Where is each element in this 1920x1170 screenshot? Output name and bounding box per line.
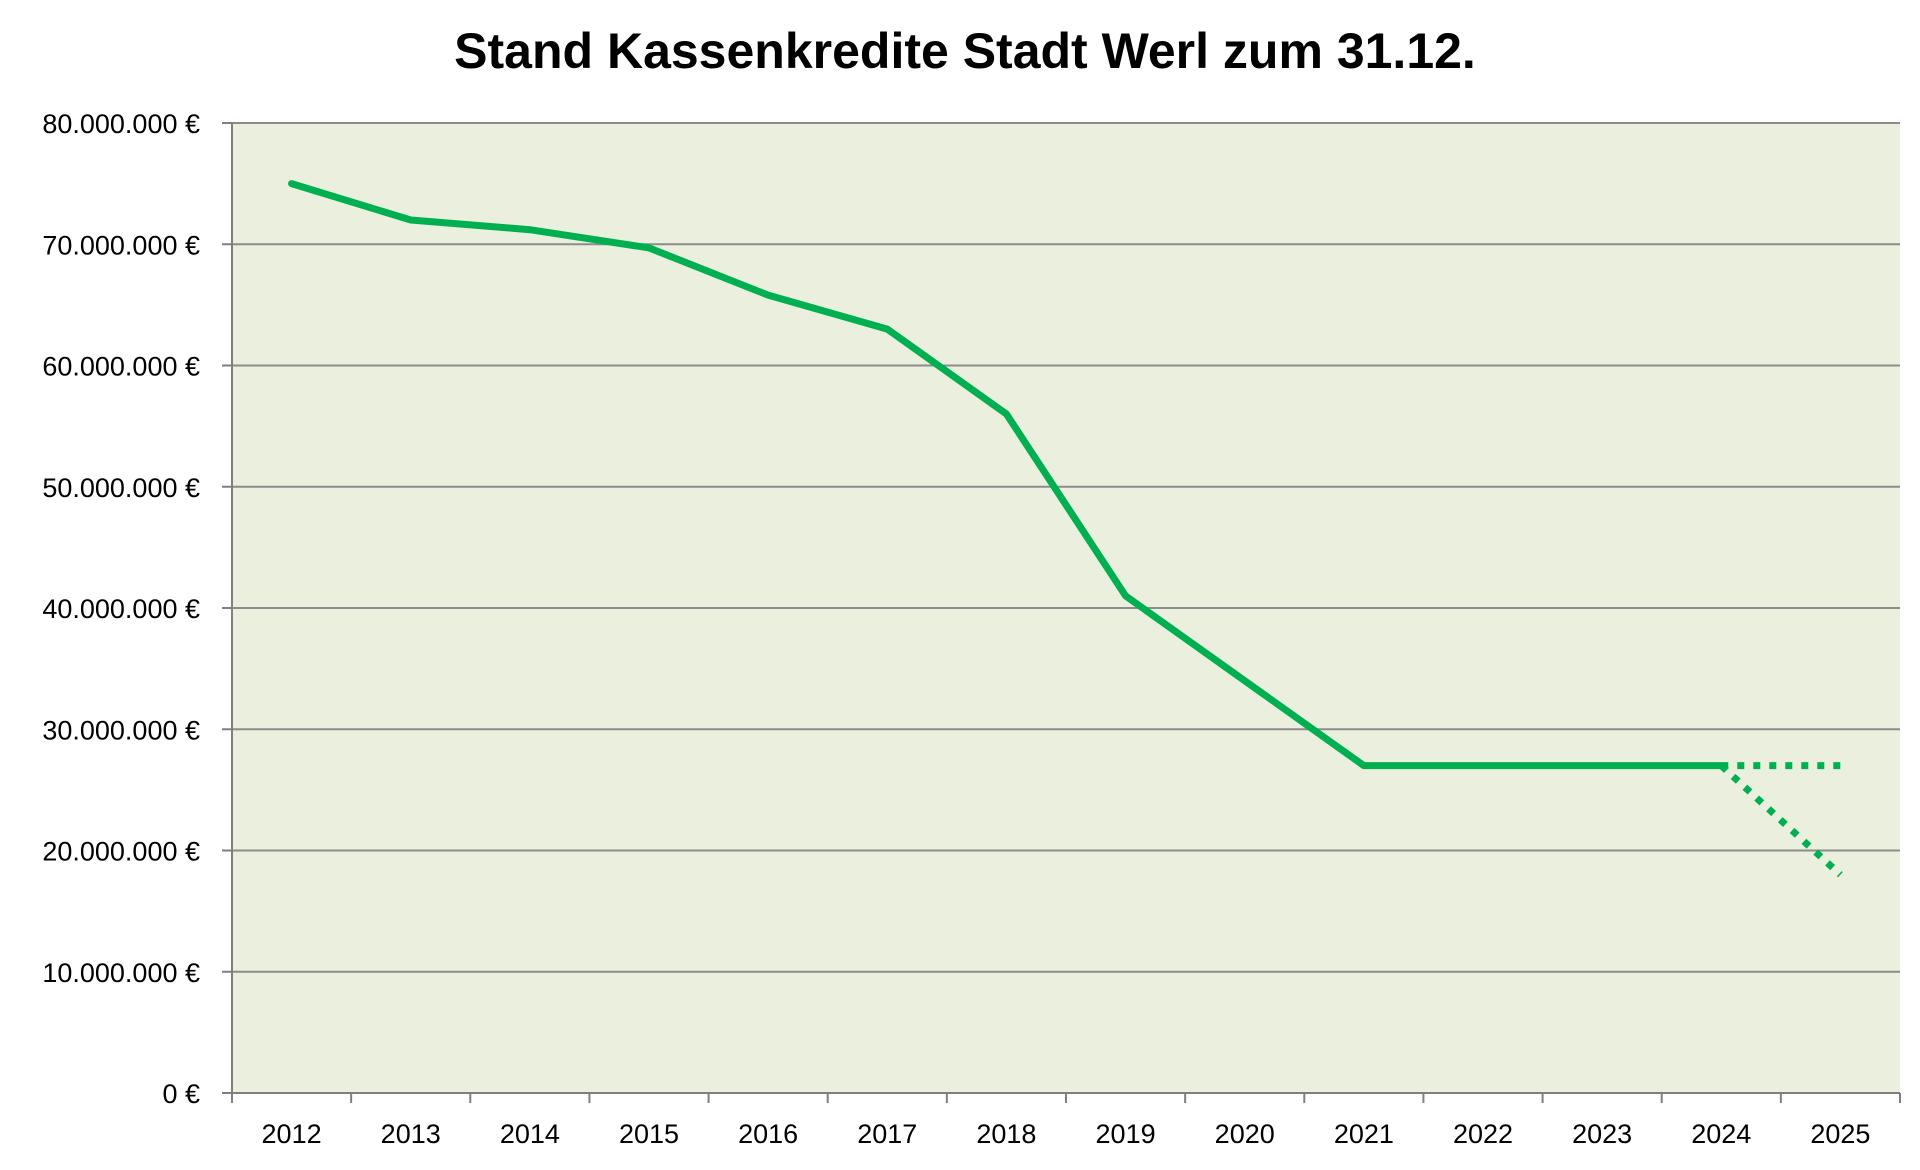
series-line-dotted-2 (1718, 763, 1843, 878)
x-tick-label: 2016 (738, 1119, 798, 1149)
x-axis-ticks: 2012 2013 2014 2015 2016 2017 2018 2019 2020 2021… (231, 1093, 1901, 1149)
y-tick-label: 60.000.000 € (42, 352, 200, 382)
x-tick-label: 2012 (262, 1119, 322, 1149)
x-tick-label: 2025 (1810, 1119, 1870, 1149)
gridlines (232, 122, 1900, 973)
y-tick-label: 20.000.000 € (42, 837, 200, 867)
y-tick-label: 30.000.000 € (42, 715, 200, 745)
x-tick-label: 2017 (857, 1119, 917, 1149)
y-tick-label: 10.000.000 € (42, 958, 200, 988)
x-tick-label: 2015 (619, 1119, 679, 1149)
x-tick-label: 2023 (1572, 1119, 1632, 1149)
series-lines (288, 180, 1843, 878)
chart-title: Stand Kassenkredite Stadt Werl zum 31.12… (454, 23, 1476, 79)
x-tick-label: 2020 (1215, 1119, 1275, 1149)
x-tick-label: 2022 (1453, 1119, 1513, 1149)
x-tick-label: 2018 (976, 1119, 1036, 1149)
x-tick-label: 2013 (381, 1119, 441, 1149)
y-axis-ticks: 0 € 10.000.000 € 20.000.000 € 30.000.000 € 4… (42, 109, 232, 1109)
x-tick-label: 2021 (1334, 1119, 1394, 1149)
x-tick-label: 2014 (500, 1119, 560, 1149)
y-tick-label: 40.000.000 € (42, 594, 200, 624)
x-tick-label: 2024 (1691, 1119, 1751, 1149)
y-tick-label: 80.000.000 € (42, 109, 200, 139)
y-tick-label: 0 € (162, 1079, 200, 1109)
y-tick-label: 70.000.000 € (42, 230, 200, 260)
y-tick-label: 50.000.000 € (42, 473, 200, 503)
x-tick-label: 2019 (1096, 1119, 1156, 1149)
